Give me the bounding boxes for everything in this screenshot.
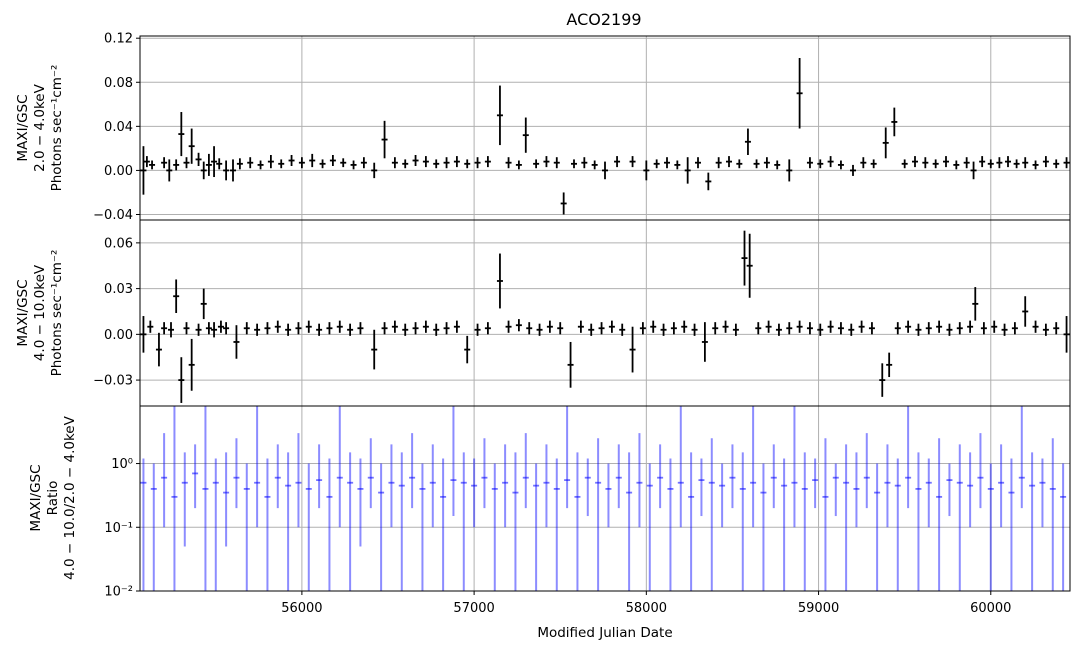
y-tick-label: 0.06 — [104, 236, 133, 251]
panel-middle-ylabel-line2: 4.0 − 10.0keV — [32, 264, 48, 361]
panel-top-ylabel-line1: MAXI/GSC — [15, 94, 31, 161]
panel-bottom-ylabel-line1: MAXI/GSC — [28, 464, 44, 531]
y-tick-label: 0.04 — [104, 120, 133, 135]
x-tick-label: 58000 — [626, 601, 667, 616]
y-tick-label: 0.08 — [104, 76, 133, 91]
y-tick-label: 0.00 — [104, 328, 133, 343]
panel-top-series — [140, 58, 1070, 215]
x-tick-label: 57000 — [453, 601, 494, 616]
panel-top-ylabel-line3: Photons sec⁻¹cm⁻² — [49, 65, 65, 192]
x-tick-label: 59000 — [798, 601, 839, 616]
panel-top-ylabel-line2: 2.0 − 4.0keV — [32, 83, 48, 171]
panel-middle: −0.03 0.00 0.03 0.06 MAXI/GSC 4.0 − 10.0keV… — [15, 219, 1071, 407]
x-tick-label: 60000 — [970, 601, 1011, 616]
panel-top-frame — [139, 35, 1071, 221]
panel-top: −0.04 0.00 0.04 0.08 0.12 MAXI/GSC 2.0 − 4.0… — [15, 32, 1071, 223]
x-tick-label: 56000 — [281, 601, 322, 616]
panel-bottom: 10⁻² 10⁻¹ 10⁰ 56000 57000 58000 59000 60000 MA… — [28, 405, 1071, 641]
panel-top-yticks: −0.04 0.00 0.04 0.08 0.12 — [93, 32, 140, 223]
panel-middle-ylabel-line1: MAXI/GSC — [15, 279, 31, 346]
chart-title: ACO2199 — [566, 10, 641, 29]
panel-bottom-series — [140, 406, 1067, 591]
panel-bottom-xticks: 56000 57000 58000 59000 60000 — [281, 591, 1011, 616]
panel-middle-ylabel-line3: Photons sec⁻¹cm⁻² — [49, 250, 65, 377]
y-tick-label: 0.03 — [104, 282, 133, 297]
panel-middle-grid — [140, 220, 1070, 406]
y-tick-label: 0.12 — [104, 32, 133, 47]
panel-bottom-ylabel-line3: 4.0 − 10.0/2.0 − 4.0keV — [62, 415, 78, 579]
y-tick-label: 10⁻¹ — [104, 521, 133, 536]
panel-bottom-ylabel-line2: Ratio — [45, 481, 61, 516]
y-tick-label: 10⁻² — [104, 585, 133, 600]
panel-bottom-grid — [140, 406, 1070, 592]
panel-bottom-yticks: 10⁻² 10⁻¹ 10⁰ — [104, 457, 140, 600]
y-tick-label: −0.04 — [93, 208, 133, 223]
panel-bottom-frame — [139, 405, 1071, 592]
y-tick-label: 10⁰ — [111, 457, 133, 472]
panel-top-grid — [140, 36, 1070, 220]
panel-middle-yticks: −0.03 0.00 0.03 0.06 — [93, 236, 140, 389]
panel-middle-series — [140, 230, 1070, 403]
y-tick-label: 0.00 — [104, 164, 133, 179]
y-tick-label: −0.03 — [93, 374, 133, 389]
panel-middle-frame — [139, 219, 1071, 407]
x-axis-label: Modified Julian Date — [537, 625, 672, 641]
